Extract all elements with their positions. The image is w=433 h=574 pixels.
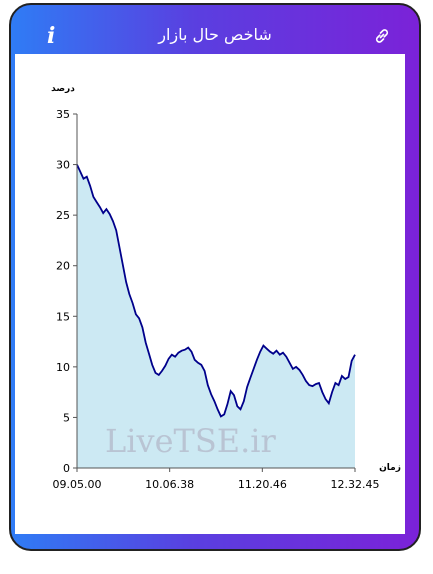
watermark: LiveTSE.ir [105,422,276,460]
axes: 0 5 10 15 20 25 30 35 09.05.00 10.06.38 11.20.46 12… [53,108,380,491]
page-title: شاخص حال بازار [158,25,272,44]
y-tick-label: 25 [56,209,70,222]
header-bar: i شاخص حال بازار [11,5,419,59]
y-tick-label: 20 [56,260,70,273]
area-fill [77,164,355,468]
x-axis-label: زمان [379,463,401,473]
market-index-chart: 0 5 10 15 20 25 30 35 09.05.00 10.06.38 11.20.46 12… [51,84,401,491]
x-tick-label: 09.05.00 [53,478,102,491]
y-tick-label: 15 [56,310,70,323]
y-tick-label: 35 [56,108,70,121]
y-tick-label: 0 [63,462,70,475]
x-tick-label: 10.06.38 [145,478,194,491]
link-icon[interactable] [373,27,391,45]
y-tick-label: 30 [56,159,70,172]
y-axis-label: درصد [51,84,75,94]
x-tick-label: 12.32.45 [331,478,380,491]
series-line [76,164,356,418]
x-tick-label: 11.20.46 [238,478,287,491]
y-tick-label: 5 [63,411,70,424]
y-tick-label: 10 [56,361,70,374]
chart-panel: 0 5 10 15 20 25 30 35 09.05.00 10.06.38 11.20.46 12… [15,54,405,534]
info-icon[interactable]: i [47,23,56,49]
